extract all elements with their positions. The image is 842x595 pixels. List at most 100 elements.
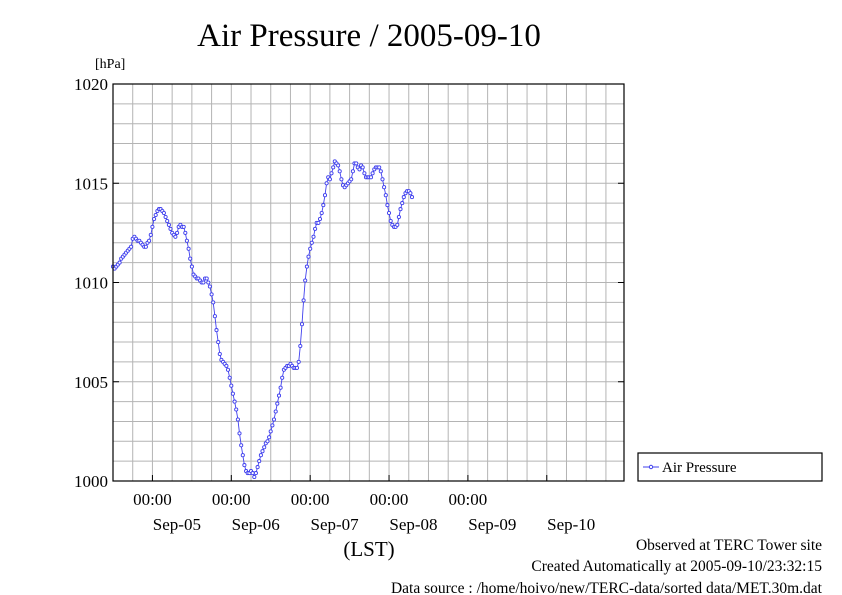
x-date-label: Sep-06: [232, 515, 280, 534]
data-point: [321, 203, 326, 208]
data-point: [230, 391, 235, 396]
data-point: [294, 365, 300, 370]
data-point: [382, 185, 387, 190]
data-point: [150, 224, 155, 229]
data-point: [207, 284, 212, 289]
data-point: [234, 407, 239, 412]
data-point: [339, 177, 344, 182]
data-point: [383, 193, 388, 198]
data-point: [217, 351, 222, 357]
data-point: [163, 214, 168, 220]
legend: Air Pressure: [637, 452, 823, 482]
y-tick-label: 1020: [74, 75, 108, 94]
data-point: [319, 210, 324, 216]
data-point: [117, 260, 122, 265]
data-point: [306, 254, 311, 259]
data-point: [276, 393, 282, 398]
data-point: [235, 417, 240, 422]
data-point: [336, 163, 341, 168]
data-point: [308, 246, 313, 251]
data-point: [260, 449, 265, 454]
data-point: [212, 314, 217, 319]
created-timestamp-note: Created Automatically at 2005-09-10/23:3…: [531, 558, 822, 575]
y-tick-label: 1010: [74, 274, 108, 293]
y-axis-unit-label: [hPa]: [95, 57, 125, 72]
data-point: [232, 399, 237, 404]
data-point: [313, 226, 318, 231]
data-point: [237, 431, 242, 436]
data-point: [331, 165, 336, 170]
data-point: [327, 177, 332, 182]
data-point: [309, 240, 314, 245]
data-point: [271, 417, 277, 422]
x-time-tick-label: 00:00: [449, 490, 488, 509]
data-point: [275, 401, 280, 406]
data-point: [360, 165, 365, 170]
data-point: [258, 453, 263, 458]
data-point: [206, 280, 211, 285]
data-point: [396, 214, 401, 220]
data-point: [252, 474, 257, 480]
data-point: [316, 220, 321, 225]
data-point: [148, 232, 153, 237]
data-point: [129, 244, 134, 249]
grid-lines: [113, 84, 624, 481]
y-tick-label: 1015: [74, 174, 108, 193]
x-date-label: Sep-05: [153, 515, 201, 534]
data-point: [184, 238, 189, 243]
data-point: [395, 222, 400, 227]
data-point: [311, 234, 316, 239]
data-point: [242, 463, 247, 468]
data-point: [354, 161, 359, 166]
data-point: [165, 218, 170, 224]
data-point: [299, 322, 305, 327]
data-point: [322, 193, 328, 198]
data-point: [189, 264, 194, 269]
x-time-tick-label: 00:00: [133, 490, 172, 509]
data-point: [214, 328, 219, 333]
data-point: [186, 246, 191, 251]
data-point: [255, 465, 260, 470]
data-point: [240, 453, 245, 458]
data-point: [181, 224, 186, 229]
data-point: [385, 203, 390, 208]
data-point: [270, 423, 275, 428]
data-point: [380, 177, 385, 182]
data-point: [188, 256, 193, 261]
data-point: [386, 210, 392, 216]
data-point: [378, 169, 383, 174]
data-point: [377, 165, 382, 170]
data-point: [388, 218, 393, 224]
data-point: [357, 167, 362, 172]
data-point: [239, 443, 244, 448]
data-point: [370, 171, 375, 176]
data-point: [301, 298, 306, 303]
data-point: [173, 234, 178, 239]
data-point: [349, 177, 354, 182]
x-date-label: Sep-07: [311, 515, 360, 534]
x-time-tick-label: 00:00: [291, 490, 330, 509]
data-point: [253, 471, 258, 476]
data-point: [227, 375, 232, 380]
data-point: [262, 445, 267, 450]
data-point: [317, 216, 323, 222]
data-point: [257, 459, 262, 464]
data-point: [225, 367, 231, 372]
legend-swatch-marker: [648, 464, 654, 470]
data-point: [183, 230, 188, 235]
data-point: [273, 409, 278, 414]
data-point: [401, 195, 406, 200]
data-point: [166, 222, 171, 227]
data-point: [143, 244, 148, 249]
data-point: [324, 181, 329, 186]
data-point: [408, 191, 413, 196]
legend-entry-air-pressure: Air Pressure: [662, 460, 737, 476]
data-point: [298, 343, 303, 349]
data-point: [267, 435, 272, 440]
data-point: [329, 171, 334, 176]
data-point: [304, 264, 309, 269]
data-point: [204, 276, 209, 281]
data-point: [216, 340, 221, 345]
legend-box: [637, 452, 823, 482]
